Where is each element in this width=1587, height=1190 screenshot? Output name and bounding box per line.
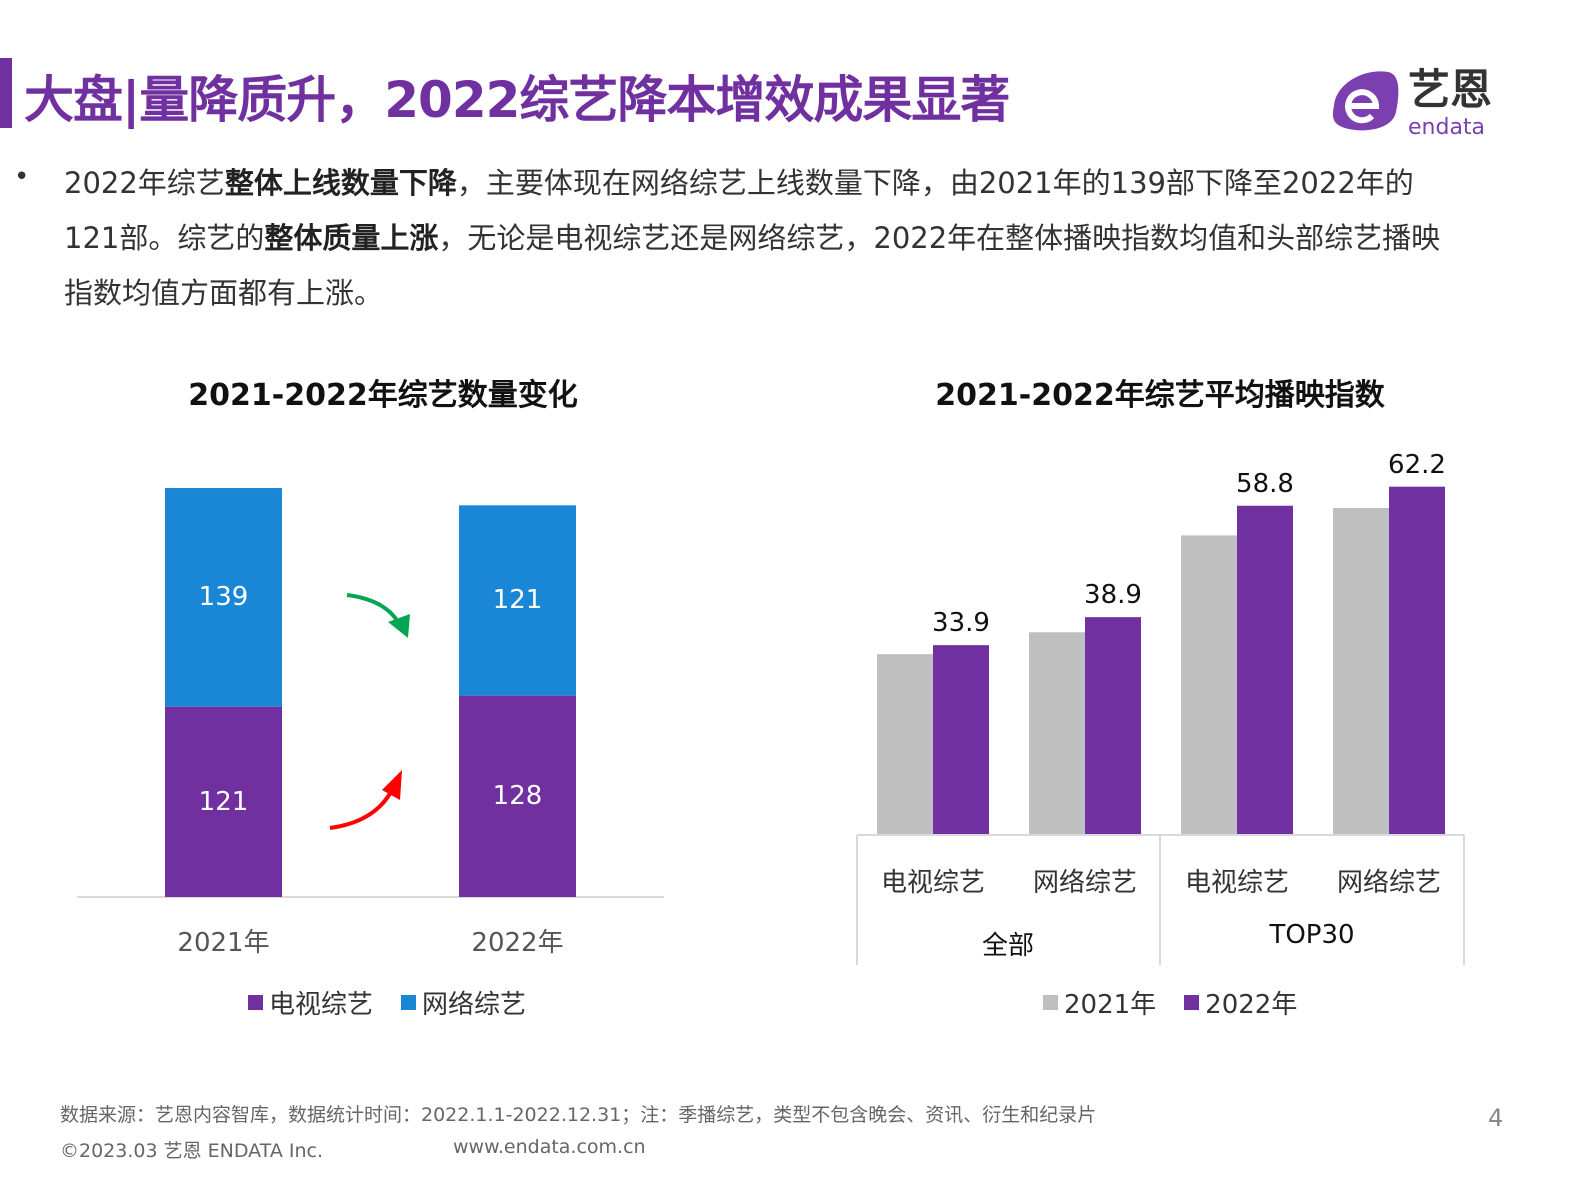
trend-up-arrow-icon [329, 789, 394, 830]
title-accent-bar [0, 58, 12, 128]
bullet-marker: • [14, 162, 30, 192]
bar-2022年-1 [1085, 617, 1141, 835]
chart-legend: 电视综艺 网络综艺 [248, 984, 526, 1021]
bar-2021年-1 [1029, 632, 1085, 835]
bar-2022年-2 [1237, 505, 1293, 835]
bar-web-1 [459, 505, 576, 696]
group-label: 全部 [981, 931, 1035, 961]
bar-web-0 [165, 488, 282, 707]
legend-label: 2022年 [1205, 990, 1298, 1020]
legend-swatch [248, 995, 263, 1010]
data-label: 62.2 [1388, 449, 1446, 480]
svg-text:艺恩: 艺恩 [1408, 65, 1492, 114]
trend-down-arrow-icon [346, 593, 400, 624]
x-tick-label: 网络综艺 [1336, 868, 1442, 898]
body-text: 2022年综艺 [64, 166, 225, 200]
data-label: 128 [492, 781, 543, 812]
x-tick-label: 2021年 [177, 928, 270, 958]
data-label: 139 [198, 582, 249, 613]
bar-tv-1 [459, 695, 576, 897]
trend-down-arrow-icon-head [388, 614, 410, 638]
page-title: 大盘|量降质升，2022综艺降本增效成果显著 [24, 71, 1010, 129]
legend-label: 2021年 [1064, 990, 1157, 1020]
bar-2022年-0 [933, 645, 989, 835]
data-label: 33.9 [932, 608, 990, 639]
endata-logo: 艺恩 endata [1332, 65, 1492, 138]
chart-title-count: 2021-2022年综艺数量变化 [188, 378, 578, 413]
emphasis-text: 整体上线数量下降 [224, 166, 457, 200]
group-label: TOP30 [1269, 920, 1355, 950]
x-tick-label: 网络综艺 [1032, 868, 1138, 898]
legend-label: 网络综艺 [422, 990, 527, 1020]
bar-2021年-3 [1333, 507, 1389, 835]
bar-2021年-2 [1181, 535, 1237, 835]
body-text: ，主要体现在网络综艺上线数量下降，由2021年的139部下降至2022年的121… [64, 166, 1414, 255]
bar-tv-0 [165, 706, 282, 897]
trend-up-arrow-icon-head [382, 770, 402, 800]
page-number: 4 [1488, 1104, 1504, 1132]
chart-title-index: 2021-2022年综艺平均播映指数 [935, 378, 1385, 413]
data-label: 121 [492, 585, 543, 616]
data-label: 121 [198, 786, 249, 817]
data-label: 38.9 [1084, 580, 1142, 611]
svg-text:endata: endata [1408, 115, 1485, 138]
legend-swatch [1184, 995, 1200, 1010]
bar-2021年-0 [877, 654, 933, 835]
bar-2022年-3 [1389, 486, 1445, 835]
x-tick-label: 电视综艺 [1184, 868, 1290, 898]
summary-paragraph: 2022年综艺整体上线数量下降，主要体现在网络综艺上线数量下降，由2021年的1… [64, 156, 1454, 321]
chart-legend: 2021年 2022年 [1043, 984, 1297, 1021]
body-text: ，无论是电视综艺还是网络综艺，2022年在整体播映指数均值和头部综艺播映指数均值… [64, 221, 1441, 310]
legend-swatch [401, 995, 417, 1010]
legend-swatch [1043, 995, 1058, 1010]
copyright: ©2023.03 艺恩 ENDATA Inc. [60, 1140, 323, 1162]
legend-label: 电视综艺 [269, 990, 374, 1020]
source-note: 数据来源：艺恩内容智库，数据统计时间：2022.1.1-2022.12.31；注… [60, 1104, 1097, 1126]
data-label: 58.8 [1236, 468, 1294, 499]
emphasis-text: 整体质量上涨 [264, 221, 439, 255]
website-link[interactable]: www.endata.com.cn [453, 1136, 646, 1158]
x-tick-label: 电视综艺 [880, 868, 986, 898]
x-tick-label: 2022年 [471, 928, 564, 958]
